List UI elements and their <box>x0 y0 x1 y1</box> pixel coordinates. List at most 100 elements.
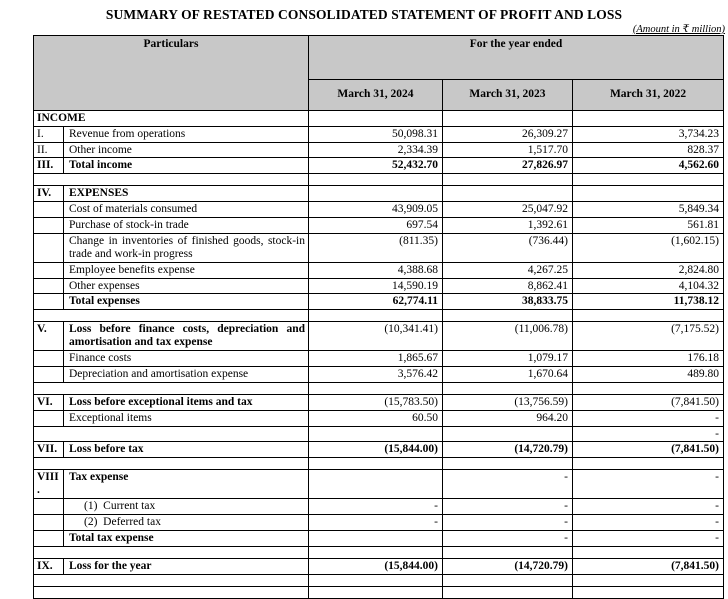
row-value-cell: 964.20 <box>442 409 573 427</box>
table-row: V. Loss before finance costs, depreciatio… <box>33 321 725 352</box>
row-value-cell: (15,783.50) <box>308 393 443 411</box>
row-value-cell <box>442 573 573 587</box>
table-row: III. Total income 52,432.70 27,826.97 4,562.… <box>33 157 725 175</box>
table-row: (1) Current tax - - - <box>33 498 725 515</box>
row-value-cell <box>442 545 573 559</box>
row-value-cell <box>308 185 443 203</box>
row-value-cell: - <box>571 469 725 500</box>
row-value-cell: 43,909.05 <box>308 201 443 219</box>
row-value-cell <box>571 545 725 559</box>
table-row: (2) Deferred tax - - - <box>33 513 725 531</box>
row-label-cell: Employee benefits expense <box>63 261 309 279</box>
row-value-cell <box>442 309 573 323</box>
row-value-cell <box>308 309 443 323</box>
table-row <box>33 573 725 587</box>
row-label-cell: Total expenses <box>63 293 309 311</box>
row-value-cell <box>442 173 573 187</box>
row-value-cell: 1,517.70 <box>442 141 573 159</box>
table-body: INCOME I. Revenue from operations 50,098.31… <box>33 109 725 599</box>
table-row: Cost of materials consumed 43,909.05 25,04… <box>33 201 725 219</box>
row-value-cell: - <box>571 409 725 427</box>
row-value-cell <box>571 173 725 187</box>
table-row <box>33 457 725 471</box>
row-value-cell: 2,824.80 <box>571 261 725 279</box>
row-value-cell: 4,104.32 <box>571 277 725 295</box>
row-value-cell <box>442 109 573 127</box>
row-value-cell <box>308 173 443 187</box>
row-value-cell: (7,841.50) <box>571 441 725 459</box>
table-row: IV. EXPENSES <box>33 185 725 203</box>
table-row: Depreciation and amortisation expense 3,5… <box>33 365 725 383</box>
row-num-cell <box>33 232 64 263</box>
row-value-cell: - <box>571 498 725 515</box>
row-value-cell: (7,841.50) <box>571 393 725 411</box>
table-row: INCOME <box>33 109 725 127</box>
row-value-cell: (1,602.15) <box>571 232 725 263</box>
row-value-cell <box>308 545 443 559</box>
row-label-cell: Tax expense <box>63 469 309 500</box>
header-row-group: Particulars For the year ended <box>33 34 725 111</box>
row-value-cell: 50,098.31 <box>308 125 443 143</box>
row-value-cell: (811.35) <box>308 232 443 263</box>
row-value-cell: 489.80 <box>571 365 725 383</box>
row-value-cell: 60.50 <box>308 409 443 427</box>
row-value-cell: (7,841.50) <box>571 557 725 575</box>
row-label-cell: Total tax expense <box>63 529 309 547</box>
row-value-cell: (15,844.00) <box>308 557 443 575</box>
row-num-cell: VIII. <box>33 469 64 500</box>
row-value-cell: 62,774.11 <box>308 293 443 311</box>
header-year-2024: March 31, 2024 <box>308 78 443 111</box>
row-value-cell: - <box>308 513 443 531</box>
row-value-cell <box>571 573 725 587</box>
row-label-cell <box>33 573 309 587</box>
row-value-cell: (15,844.00) <box>308 441 443 459</box>
row-value-cell: - <box>571 529 725 547</box>
row-value-cell: - <box>571 425 725 443</box>
row-value-cell: 38,833.75 <box>442 293 573 311</box>
table-row: Other expenses 14,590.19 8,862.41 4,104.32 <box>33 277 725 295</box>
row-value-cell <box>442 585 573 599</box>
table-row: Change in inventories of finished goods,… <box>33 232 725 263</box>
row-label-cell: Finance costs <box>63 350 309 367</box>
row-num-cell: IX. <box>33 557 64 575</box>
row-value-cell: (13,756.59) <box>442 393 573 411</box>
row-label-cell <box>33 545 309 559</box>
header-year-2023: March 31, 2023 <box>442 78 573 111</box>
row-label-cell: Total income <box>63 157 309 175</box>
row-value-cell <box>308 457 443 471</box>
row-value-cell: - <box>442 469 573 500</box>
row-num-cell: VI. <box>33 393 64 411</box>
row-num-cell <box>33 261 64 279</box>
row-num-cell <box>33 217 64 234</box>
table-row: II. Other income 2,334.39 1,517.70 828.37 <box>33 141 725 159</box>
row-value-cell <box>308 425 443 443</box>
row-value-cell <box>308 573 443 587</box>
table-row: Exceptional items 60.50 964.20- <box>33 409 725 427</box>
header-year-group: For the year ended <box>307 34 725 80</box>
row-num-cell: IV. <box>33 185 64 203</box>
row-label-cell: Purchase of stock-in trade <box>63 217 309 234</box>
row-value-cell <box>571 309 725 323</box>
row-value-cell: 4,267.25 <box>442 261 573 279</box>
table-row: VIII. Tax expense - - <box>33 469 725 500</box>
row-label-cell: Loss before exceptional items and tax <box>63 393 309 411</box>
row-value-cell: 1,670.64 <box>442 365 573 383</box>
row-label-cell: (1) Current tax <box>63 498 309 515</box>
amount-note: (Amount in ₹ million) <box>632 23 725 35</box>
row-value-cell <box>442 425 573 443</box>
table-row <box>33 381 725 395</box>
row-value-cell: 11,738.12 <box>571 293 725 311</box>
row-value-cell: 52,432.70 <box>308 157 443 175</box>
row-value-cell: 697.54 <box>308 217 443 234</box>
row-value-cell: - <box>442 529 573 547</box>
row-value-cell: 14,590.19 <box>308 277 443 295</box>
row-label-cell: Cost of materials consumed <box>63 201 309 219</box>
row-label-cell: EXPENSES <box>63 185 309 203</box>
row-value-cell <box>308 109 443 127</box>
row-label-cell: Revenue from operations <box>63 125 309 143</box>
row-value-cell <box>308 469 443 500</box>
row-value-cell <box>442 457 573 471</box>
row-label-cell <box>33 585 309 599</box>
row-value-cell <box>442 381 573 395</box>
table-row: VII. Loss before tax (15,844.00) (14,720.79… <box>33 441 725 459</box>
